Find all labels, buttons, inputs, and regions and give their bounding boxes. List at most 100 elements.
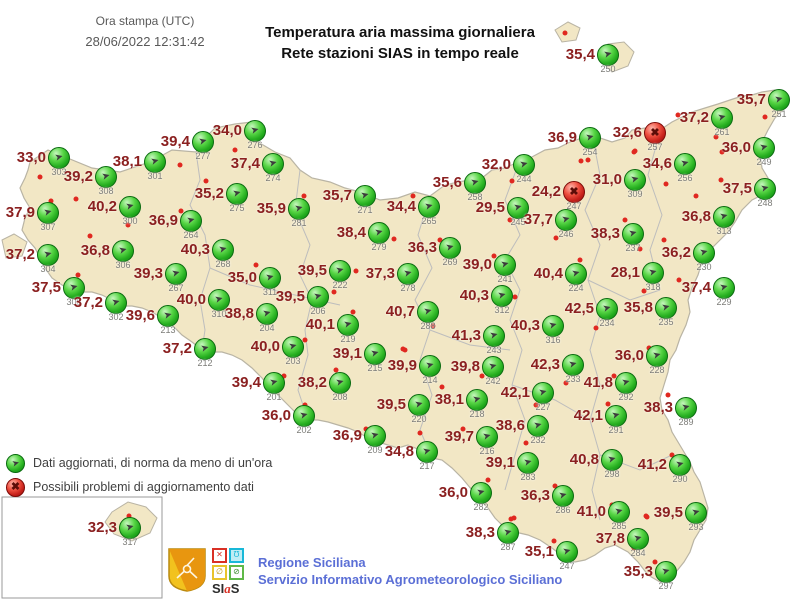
station-ok-marker-icon[interactable]: ➤ xyxy=(513,154,535,176)
station-ok-marker-icon[interactable]: ➤ xyxy=(439,237,461,259)
station-ok-marker-icon[interactable]: ➤ xyxy=(713,277,735,299)
station-ok-marker-icon[interactable]: ➤ xyxy=(597,44,619,66)
footer-dept: Servizio Informativo Agrometeorologico S… xyxy=(258,572,563,587)
station-ok-marker-icon[interactable]: ➤ xyxy=(615,372,637,394)
station-ok-marker-icon[interactable]: ➤ xyxy=(753,137,775,159)
station-ok-marker-icon[interactable]: ➤ xyxy=(685,502,707,524)
station-ok-marker-icon[interactable]: ➤ xyxy=(192,131,214,153)
station-problem-marker-icon[interactable]: ✖ xyxy=(644,122,666,144)
station-312: 40,3 ➤ 312 xyxy=(460,285,513,315)
station-id-label: 267 xyxy=(168,283,184,293)
station-300: 40,2 ➤ 300 xyxy=(88,196,141,226)
station-ok-marker-icon[interactable]: ➤ xyxy=(482,356,504,378)
station-ok-marker-icon[interactable]: ➤ xyxy=(711,107,733,129)
station-ok-marker-icon[interactable]: ➤ xyxy=(95,166,117,188)
station-ok-marker-icon[interactable]: ➤ xyxy=(768,89,790,111)
station-ok-marker-icon[interactable]: ➤ xyxy=(226,183,248,205)
station-ok-marker-icon[interactable]: ➤ xyxy=(354,185,376,207)
station-ok-marker-icon[interactable]: ➤ xyxy=(262,153,284,175)
station-ok-marker-icon[interactable]: ➤ xyxy=(464,172,486,194)
station-ok-marker-icon[interactable]: ➤ xyxy=(368,222,390,244)
station-ok-marker-icon[interactable]: ➤ xyxy=(655,297,677,319)
station-ok-marker-icon[interactable]: ➤ xyxy=(165,263,187,285)
station-ok-marker-icon[interactable]: ➤ xyxy=(624,169,646,191)
station-ok-marker-icon[interactable]: ➤ xyxy=(397,263,419,285)
station-ok-marker-icon[interactable]: ➤ xyxy=(307,286,329,308)
station-ok-marker-icon[interactable]: ➤ xyxy=(476,426,498,448)
station-ok-marker-icon[interactable]: ➤ xyxy=(655,561,677,583)
station-ok-marker-icon[interactable]: ➤ xyxy=(337,314,359,336)
station-ok-marker-icon[interactable]: ➤ xyxy=(282,336,304,358)
station-ok-marker-icon[interactable]: ➤ xyxy=(494,254,516,276)
station-ok-marker-icon[interactable]: ➤ xyxy=(180,210,202,232)
station-ok-marker-icon[interactable]: ➤ xyxy=(565,263,587,285)
station-ok-marker-icon[interactable]: ➤ xyxy=(642,262,664,284)
station-ok-marker-icon[interactable]: ➤ xyxy=(596,298,618,320)
station-ok-marker-icon[interactable]: ➤ xyxy=(329,260,351,282)
station-ok-marker-icon[interactable]: ➤ xyxy=(674,153,696,175)
station-ok-marker-icon[interactable]: ➤ xyxy=(466,389,488,411)
station-ok-marker-icon[interactable]: ➤ xyxy=(470,482,492,504)
station-id-label: 204 xyxy=(259,323,275,333)
station-ok-marker-icon[interactable]: ➤ xyxy=(157,305,179,327)
station-ok-marker-icon[interactable]: ➤ xyxy=(259,267,281,289)
station-ok-marker-icon[interactable]: ➤ xyxy=(555,209,577,231)
station-ok-marker-icon[interactable]: ➤ xyxy=(37,202,59,224)
station-id-label: 287 xyxy=(500,542,516,552)
station-ok-marker-icon[interactable]: ➤ xyxy=(527,415,549,437)
station-ok-marker-icon[interactable]: ➤ xyxy=(713,206,735,228)
station-ok-marker-icon[interactable]: ➤ xyxy=(542,315,564,337)
station-ok-marker-icon[interactable]: ➤ xyxy=(601,449,623,471)
station-ok-marker-icon[interactable]: ➤ xyxy=(105,292,127,314)
station-ok-marker-icon[interactable]: ➤ xyxy=(562,354,584,376)
station-ok-marker-icon[interactable]: ➤ xyxy=(419,355,441,377)
station-ok-marker-icon[interactable]: ➤ xyxy=(693,242,715,264)
station-ok-marker-icon[interactable]: ➤ xyxy=(256,303,278,325)
station-ok-marker-icon[interactable]: ➤ xyxy=(669,454,691,476)
station-ok-marker-icon[interactable]: ➤ xyxy=(364,425,386,447)
station-ok-marker-icon[interactable]: ➤ xyxy=(608,501,630,523)
station-ok-marker-icon[interactable]: ➤ xyxy=(244,120,266,142)
station-ok-marker-icon[interactable]: ➤ xyxy=(144,151,166,173)
station-ok-marker-icon[interactable]: ➤ xyxy=(288,198,310,220)
station-ok-marker-icon[interactable]: ➤ xyxy=(532,382,554,404)
station-ok-marker-icon[interactable]: ➤ xyxy=(37,244,59,266)
station-ok-marker-icon[interactable]: ➤ xyxy=(483,325,505,347)
station-285: 41,0 ➤ 285 xyxy=(577,501,630,531)
station-temp-label: 39,8 xyxy=(450,357,480,375)
station-ok-marker-icon[interactable]: ➤ xyxy=(754,178,776,200)
station-ok-marker-icon[interactable]: ➤ xyxy=(497,522,519,544)
station-problem-marker-icon[interactable]: ✖ xyxy=(563,181,585,203)
station-ok-marker-icon[interactable]: ➤ xyxy=(329,372,351,394)
town-dot xyxy=(563,380,569,386)
station-ok-marker-icon[interactable]: ➤ xyxy=(112,240,134,262)
station-ok-marker-icon[interactable]: ➤ xyxy=(119,517,141,539)
station-ok-marker-icon[interactable]: ➤ xyxy=(491,285,513,307)
station-ok-marker-icon[interactable]: ➤ xyxy=(364,343,386,365)
station-ok-marker-icon[interactable]: ➤ xyxy=(208,289,230,311)
station-ok-marker-icon[interactable]: ➤ xyxy=(263,372,285,394)
station-ok-marker-icon[interactable]: ➤ xyxy=(556,541,578,563)
station-ok-marker-icon[interactable]: ➤ xyxy=(622,223,644,245)
station-ok-marker-icon[interactable]: ➤ xyxy=(507,197,529,219)
station-ok-marker-icon[interactable]: ➤ xyxy=(627,528,649,550)
station-ok-marker-icon[interactable]: ➤ xyxy=(63,277,85,299)
station-id-label: 276 xyxy=(247,140,263,150)
station-ok-marker-icon[interactable]: ➤ xyxy=(646,345,668,367)
station-ok-marker-icon[interactable]: ➤ xyxy=(416,441,438,463)
station-ok-marker-icon[interactable]: ➤ xyxy=(48,147,70,169)
station-ok-marker-icon[interactable]: ➤ xyxy=(417,301,439,323)
station-ok-marker-icon[interactable]: ➤ xyxy=(579,127,601,149)
station-ok-marker-icon[interactable]: ➤ xyxy=(552,485,574,507)
station-ok-marker-icon[interactable]: ➤ xyxy=(418,196,440,218)
station-ok-marker-icon[interactable]: ➤ xyxy=(293,405,315,427)
station-ok-marker-icon[interactable]: ➤ xyxy=(194,338,216,360)
station-ok-marker-icon[interactable]: ➤ xyxy=(212,239,234,261)
station-ok-marker-icon[interactable]: ➤ xyxy=(408,394,430,416)
station-ok-marker-icon[interactable]: ➤ xyxy=(517,452,539,474)
station-ok-marker-icon[interactable]: ➤ xyxy=(605,405,627,427)
town-dot xyxy=(551,538,557,544)
station-ok-marker-icon[interactable]: ➤ xyxy=(675,397,697,419)
station-id-label: 206 xyxy=(310,306,326,316)
station-ok-marker-icon[interactable]: ➤ xyxy=(119,196,141,218)
